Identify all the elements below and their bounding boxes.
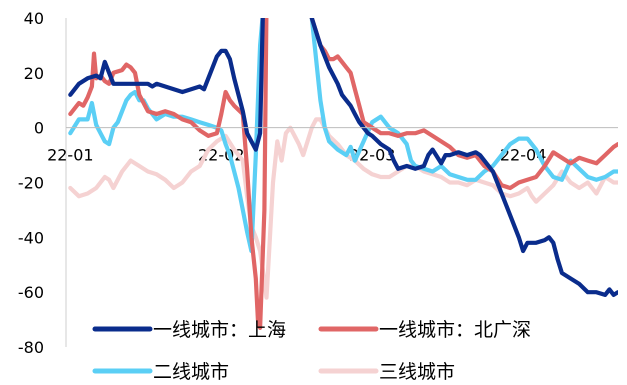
legend-label: 一线城市：上海	[153, 319, 286, 341]
y-tick-label: -60	[18, 283, 44, 302]
y-tick-label: -80	[18, 338, 44, 357]
legend-item: 一线城市：北广深	[318, 319, 531, 341]
y-tick-label: 40	[24, 9, 44, 28]
legend-item: 三线城市	[318, 361, 455, 383]
legend-item: 二线城市	[92, 361, 229, 383]
series-line-tier1_bgs	[68, 18, 618, 330]
series-line-tier3	[68, 117, 618, 300]
legend-label: 二线城市	[153, 361, 229, 383]
series-line-tier1_shanghai	[68, 18, 618, 297]
y-tick-label: 20	[24, 64, 44, 83]
y-tick-label: -40	[18, 228, 44, 247]
y-tick-label: 0	[34, 119, 44, 138]
series-lines	[68, 18, 618, 330]
legend-label: 一线城市：北广深	[379, 319, 531, 341]
x-tick-label: 22-01	[47, 146, 94, 165]
legend-item: 一线城市：上海	[92, 319, 286, 341]
y-axis-ticks: 40 20 0 -20 -40 -60 -80	[18, 9, 44, 357]
series-line-tier2	[68, 18, 618, 254]
y-tick-label: -20	[18, 174, 44, 193]
legend-label: 三线城市	[379, 361, 455, 383]
